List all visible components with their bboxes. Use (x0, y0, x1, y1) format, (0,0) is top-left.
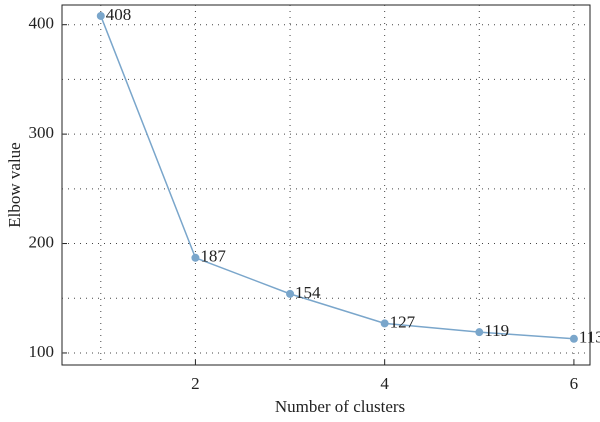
data-label: 127 (390, 312, 416, 331)
point (380, 319, 389, 328)
y-axis-label: Elbow value (5, 142, 24, 227)
y-tick-label: 300 (29, 123, 55, 142)
point (191, 253, 200, 262)
x-tick-label: 6 (570, 374, 579, 393)
plot-frame (61, 4, 591, 366)
point (286, 289, 295, 298)
point (569, 334, 578, 343)
y-tick-label: 400 (29, 14, 55, 33)
data-label: 187 (200, 247, 226, 266)
x-tick-label: 2 (191, 374, 200, 393)
data-label: 113 (579, 328, 600, 347)
data-label: 154 (295, 283, 321, 302)
x-axis-label: Number of clusters (275, 397, 405, 416)
point (475, 328, 484, 337)
data-label: 408 (106, 5, 132, 24)
y-tick-label: 100 (29, 342, 55, 361)
data-label: 119 (484, 321, 509, 340)
y-tick-label: 200 (29, 232, 55, 251)
point (96, 11, 105, 20)
x-tick-label: 4 (380, 374, 389, 393)
line (100, 15, 574, 340)
